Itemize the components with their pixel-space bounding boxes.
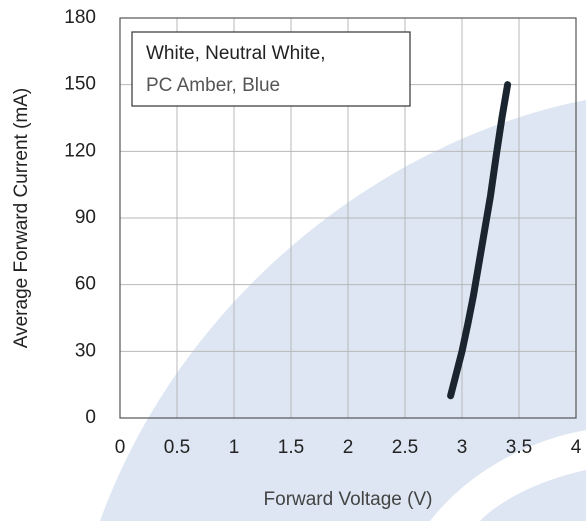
x-tick-label: 3.5 [506, 437, 532, 458]
y-axis-label: Average Forward Current (mA) [11, 88, 32, 348]
y-tick-label: 0 [85, 407, 96, 428]
x-tick-label: 1.5 [278, 437, 304, 458]
y-tick-label: 30 [75, 340, 96, 361]
annotation-line: White, Neutral White, [146, 43, 326, 64]
annotation-box [131, 31, 411, 107]
plot-frame [119, 17, 577, 419]
x-axis-label: Forward Voltage (V) [264, 489, 433, 510]
watermark [100, 100, 586, 521]
x-tick-label: 0.5 [164, 437, 190, 458]
y-tick-label: 90 [75, 207, 96, 228]
data-line [447, 81, 512, 400]
x-tick-label: 3 [457, 437, 468, 458]
x-tick-label: 0 [115, 437, 126, 458]
y-tick-label: 120 [64, 140, 96, 161]
annotation-line: PC Amber, Blue [146, 75, 280, 96]
x-tick-label: 2.5 [392, 437, 418, 458]
x-tick-label: 4 [571, 437, 582, 458]
x-tick-label: 1 [229, 437, 240, 458]
y-tick-label: 180 [64, 7, 96, 28]
y-tick-label: 60 [75, 274, 96, 295]
y-tick-label: 150 [64, 74, 96, 95]
x-tick-label: 2 [343, 437, 354, 458]
